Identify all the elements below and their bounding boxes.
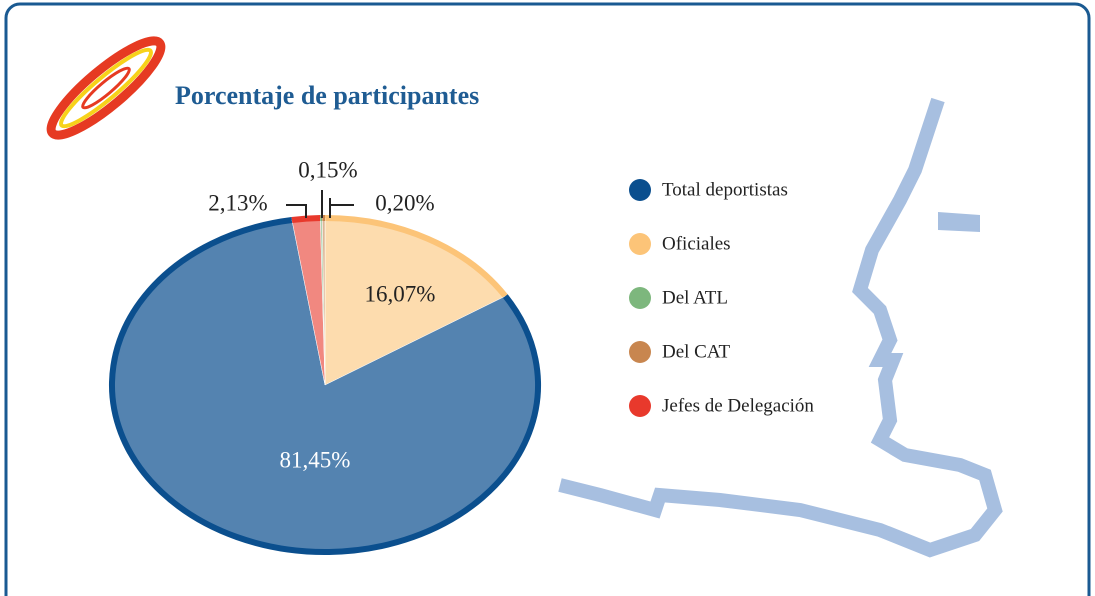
slice [109, 217, 541, 555]
legend-label: Del CAT [662, 341, 730, 362]
leader-line [286, 204, 307, 218]
legend-label: Del ATL [662, 287, 728, 308]
data-label: 0,20% [375, 190, 434, 215]
legend-marker [629, 179, 651, 201]
river-decoration [558, 97, 1003, 558]
data-label: 2,13% [208, 190, 267, 215]
legend-marker [629, 395, 651, 417]
legend-label: Oficiales [662, 233, 731, 254]
logo [46, 36, 166, 140]
legend-marker [629, 233, 651, 255]
legend-label: Jefes de Delegación [662, 395, 814, 416]
legend-marker [629, 341, 651, 363]
legend-label: Total deportistas [662, 179, 788, 200]
slice [324, 215, 508, 386]
slice [322, 214, 326, 386]
river-decoration [938, 212, 980, 232]
data-label: 16,07% [365, 281, 436, 306]
leader-line [329, 198, 354, 218]
legend-marker [629, 287, 651, 309]
data-label: 81,45% [280, 447, 351, 472]
chart-title: Porcentaje de participantes [175, 81, 479, 110]
data-label: 0,15% [298, 157, 357, 182]
